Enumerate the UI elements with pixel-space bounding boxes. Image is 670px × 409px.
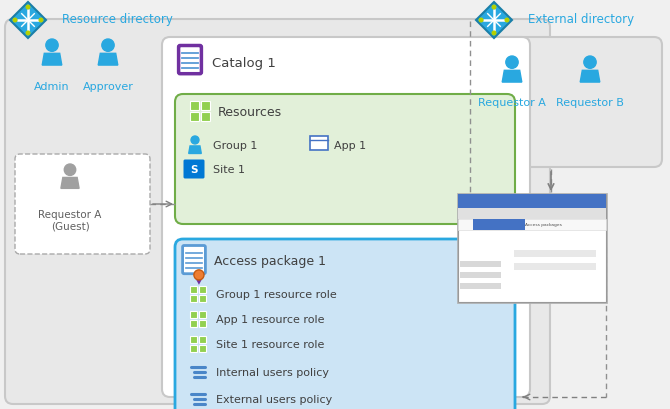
Polygon shape — [189, 146, 201, 154]
Polygon shape — [98, 54, 118, 66]
Text: Internal users policy: Internal users policy — [216, 367, 329, 377]
Circle shape — [26, 32, 29, 36]
FancyBboxPatch shape — [199, 311, 206, 319]
FancyBboxPatch shape — [458, 195, 606, 302]
Circle shape — [506, 57, 518, 69]
Text: Site 1: Site 1 — [213, 164, 245, 175]
Text: Requestor A
(Guest): Requestor A (Guest) — [38, 209, 102, 231]
Polygon shape — [10, 3, 46, 39]
Circle shape — [505, 19, 509, 23]
FancyBboxPatch shape — [175, 95, 515, 225]
Text: Approver: Approver — [82, 82, 133, 92]
Text: Access packages: Access packages — [525, 222, 562, 227]
FancyBboxPatch shape — [199, 320, 206, 327]
FancyBboxPatch shape — [190, 336, 197, 344]
Circle shape — [64, 164, 76, 176]
FancyBboxPatch shape — [199, 336, 206, 344]
Circle shape — [26, 6, 29, 10]
FancyBboxPatch shape — [190, 286, 197, 294]
Text: App 1: App 1 — [334, 141, 366, 151]
Polygon shape — [502, 71, 522, 83]
Circle shape — [46, 40, 58, 52]
Circle shape — [492, 32, 496, 36]
Circle shape — [584, 57, 596, 69]
Bar — [458, 195, 606, 209]
FancyBboxPatch shape — [199, 295, 206, 302]
FancyBboxPatch shape — [5, 20, 550, 404]
FancyBboxPatch shape — [162, 38, 530, 397]
Polygon shape — [42, 54, 62, 66]
Text: External users policy: External users policy — [216, 394, 332, 404]
FancyBboxPatch shape — [310, 137, 328, 151]
Text: Resources: Resources — [218, 106, 282, 119]
FancyBboxPatch shape — [457, 193, 607, 303]
Circle shape — [479, 19, 483, 23]
Text: External directory: External directory — [528, 13, 634, 27]
Text: Resource directory: Resource directory — [62, 13, 173, 27]
FancyBboxPatch shape — [175, 239, 515, 409]
FancyBboxPatch shape — [190, 112, 199, 122]
Polygon shape — [476, 3, 512, 39]
Text: Site 1 resource role: Site 1 resource role — [216, 339, 324, 349]
FancyBboxPatch shape — [179, 46, 202, 74]
Text: Requestor A: Requestor A — [478, 98, 546, 108]
Circle shape — [13, 19, 17, 23]
Circle shape — [39, 19, 43, 23]
FancyBboxPatch shape — [201, 102, 210, 111]
FancyBboxPatch shape — [190, 345, 197, 352]
Bar — [515, 251, 596, 257]
FancyBboxPatch shape — [199, 286, 206, 294]
Circle shape — [102, 40, 114, 52]
Bar — [473, 219, 525, 230]
FancyBboxPatch shape — [199, 345, 206, 352]
Circle shape — [191, 137, 199, 144]
FancyBboxPatch shape — [190, 295, 197, 302]
Polygon shape — [61, 178, 79, 189]
Bar — [460, 272, 501, 279]
FancyBboxPatch shape — [183, 246, 206, 274]
Bar — [515, 263, 596, 270]
FancyBboxPatch shape — [15, 155, 150, 254]
FancyBboxPatch shape — [184, 160, 204, 179]
Circle shape — [194, 270, 204, 280]
FancyBboxPatch shape — [470, 38, 662, 168]
Polygon shape — [196, 279, 202, 285]
Text: App 1 resource role: App 1 resource role — [216, 314, 324, 324]
Bar — [460, 283, 501, 289]
FancyBboxPatch shape — [190, 102, 199, 111]
Circle shape — [492, 6, 496, 10]
Bar — [458, 209, 606, 219]
FancyBboxPatch shape — [190, 320, 197, 327]
Text: Requestor B: Requestor B — [556, 98, 624, 108]
Text: Group 1: Group 1 — [213, 141, 257, 151]
FancyBboxPatch shape — [190, 311, 197, 319]
FancyBboxPatch shape — [201, 112, 210, 122]
Polygon shape — [580, 71, 600, 83]
Text: Admin: Admin — [34, 82, 70, 92]
Text: Group 1 resource role: Group 1 resource role — [216, 289, 337, 299]
Text: S: S — [190, 164, 198, 175]
Text: Catalog 1: Catalog 1 — [212, 57, 276, 70]
Text: Access package 1: Access package 1 — [214, 255, 326, 268]
Bar — [460, 261, 501, 268]
Bar — [458, 219, 606, 230]
